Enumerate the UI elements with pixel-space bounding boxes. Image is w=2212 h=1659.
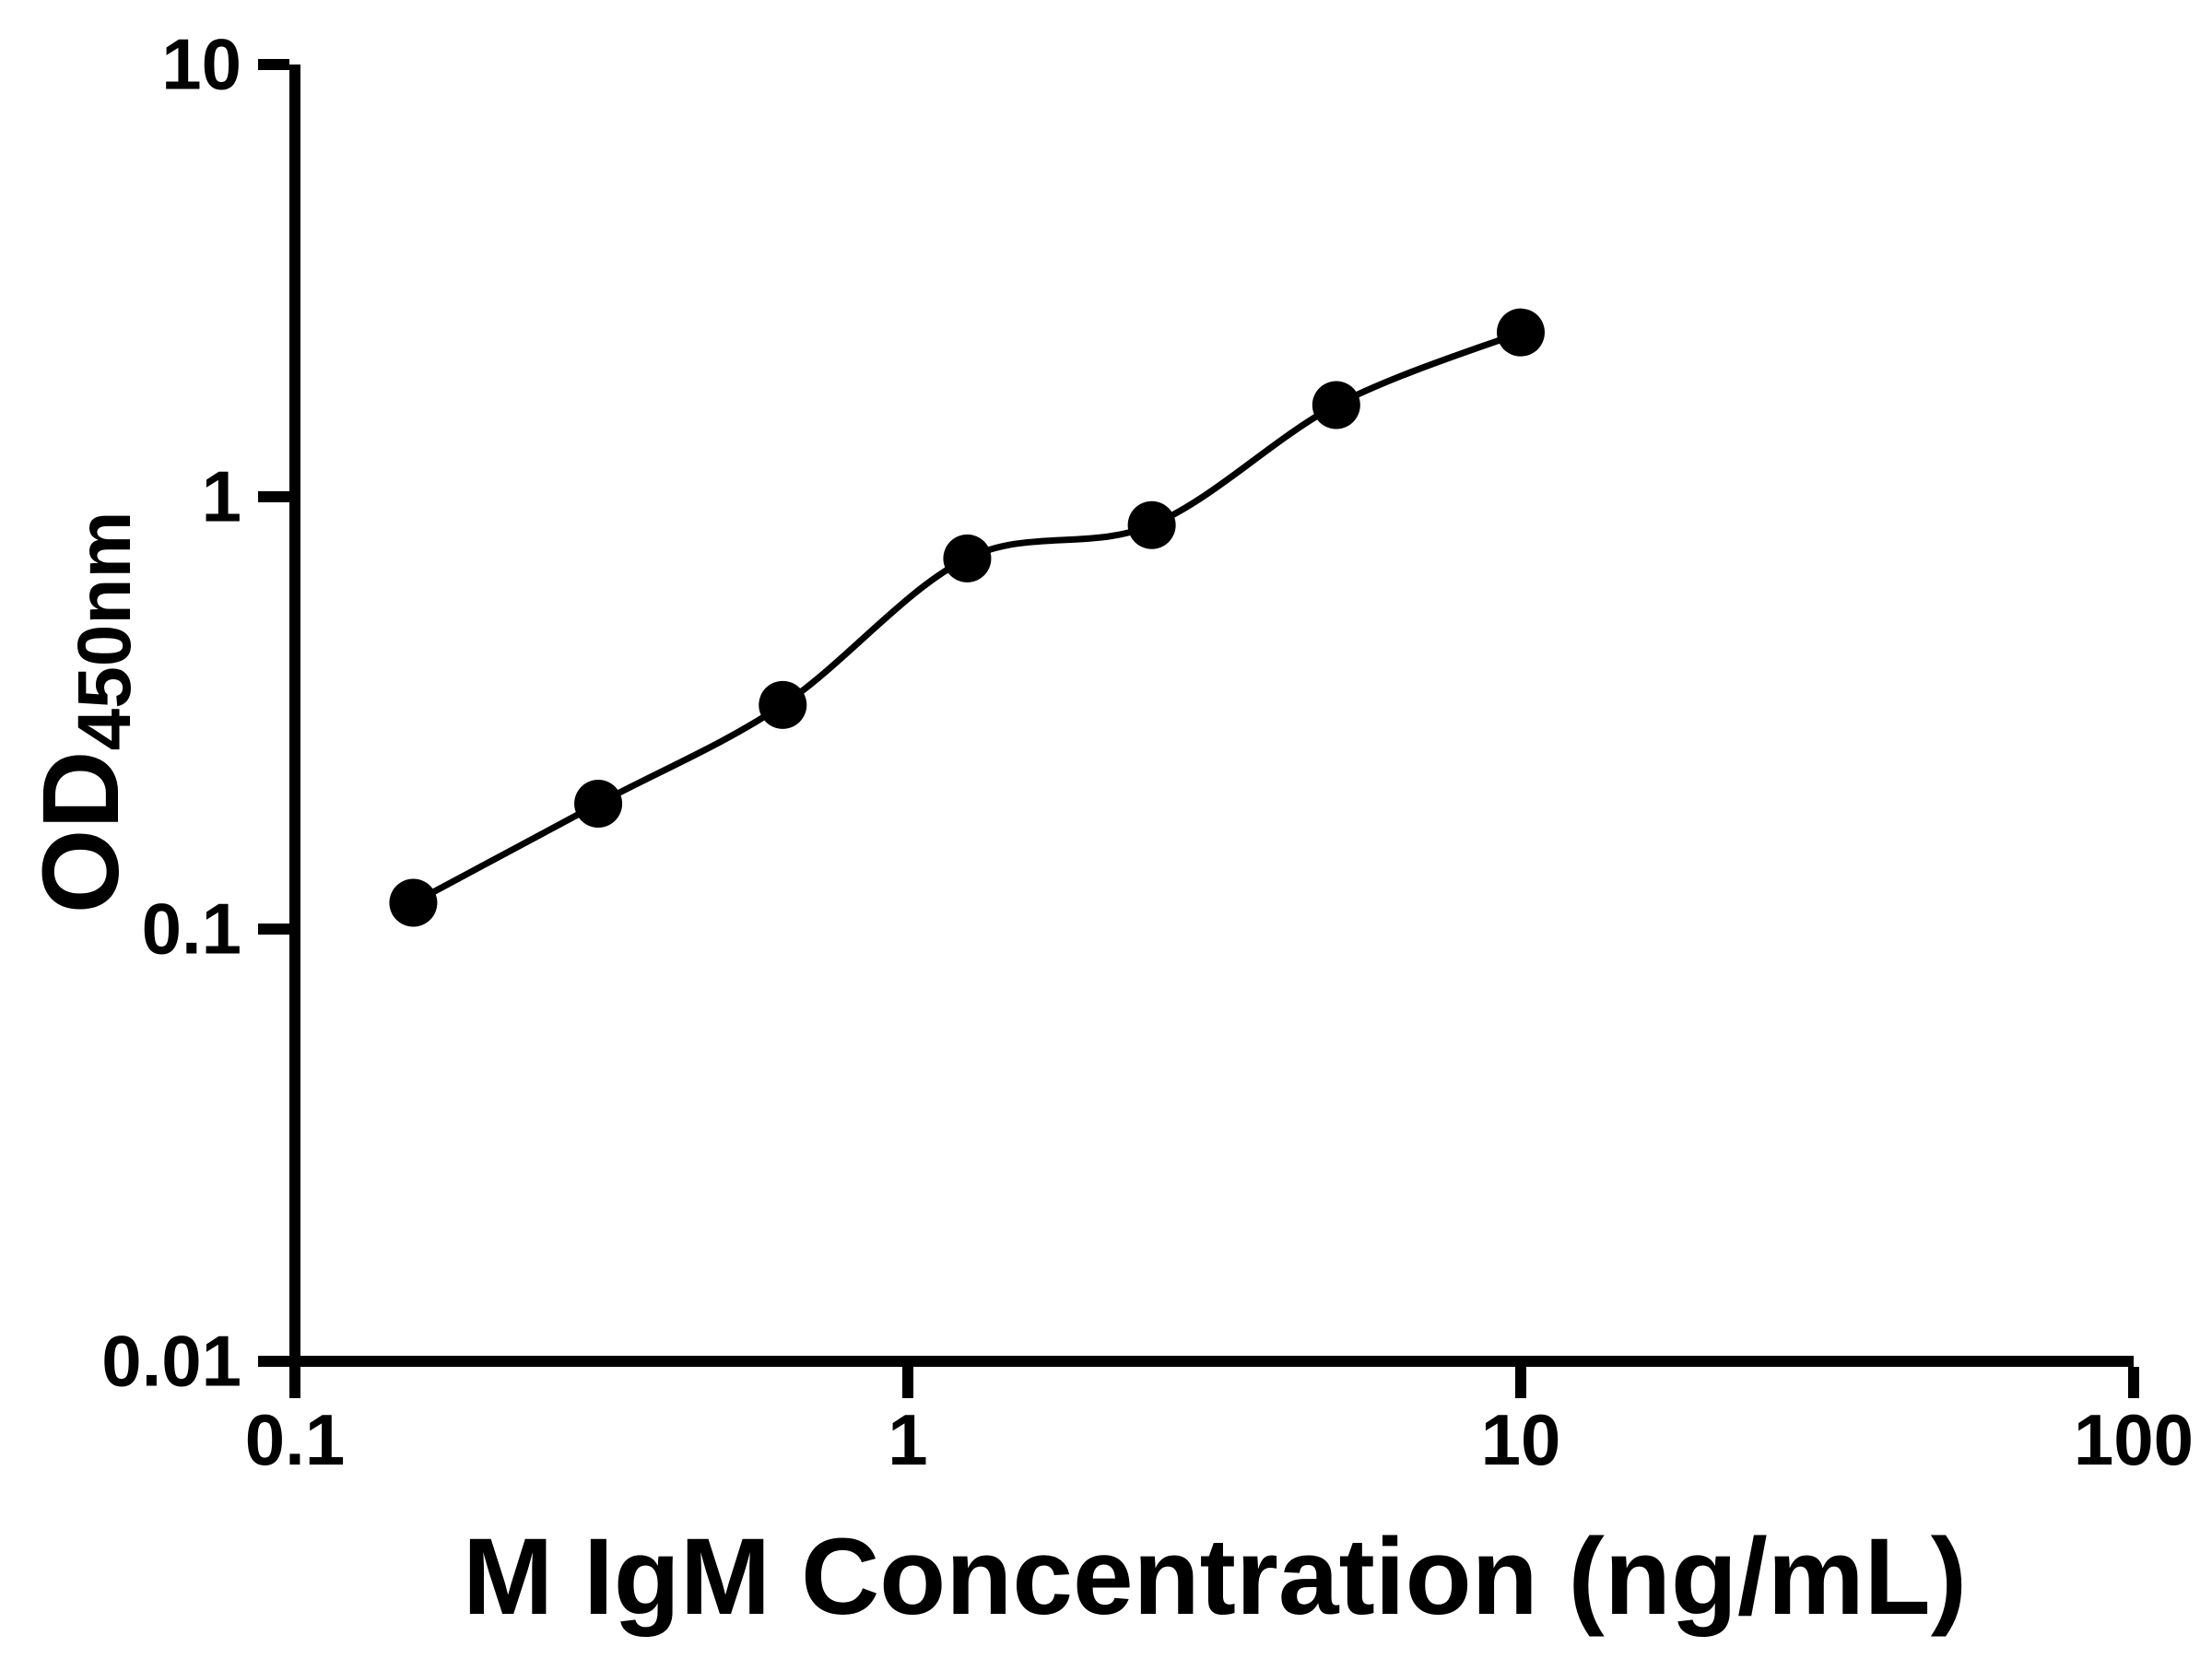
y-tick-label: 10 <box>161 24 241 105</box>
y-axis-title: OD450nm <box>20 512 147 914</box>
x-tick-label: 0.1 <box>245 1399 345 1480</box>
data-point <box>1127 500 1176 549</box>
data-point <box>943 534 992 582</box>
x-tick-label: 10 <box>1481 1399 1561 1480</box>
axes-spines <box>289 65 2134 1367</box>
x-axis-title: M IgM Concentration (ng/mL) <box>462 1516 1968 1638</box>
data-point <box>574 779 623 828</box>
y-axis-title-main: OD <box>19 750 142 914</box>
y-tick-label: 0.1 <box>142 888 241 970</box>
x-tick-label: 100 <box>2074 1399 2194 1480</box>
x-tick-label: 1 <box>888 1399 927 1480</box>
data-point <box>759 680 807 729</box>
data-point <box>1497 308 1545 357</box>
data-point <box>1312 381 1360 429</box>
y-tick-label: 1 <box>202 456 241 537</box>
data-point <box>389 878 438 927</box>
y-axis-title-subscript: 450nm <box>63 511 147 751</box>
y-tick-label: 0.01 <box>101 1321 241 1402</box>
